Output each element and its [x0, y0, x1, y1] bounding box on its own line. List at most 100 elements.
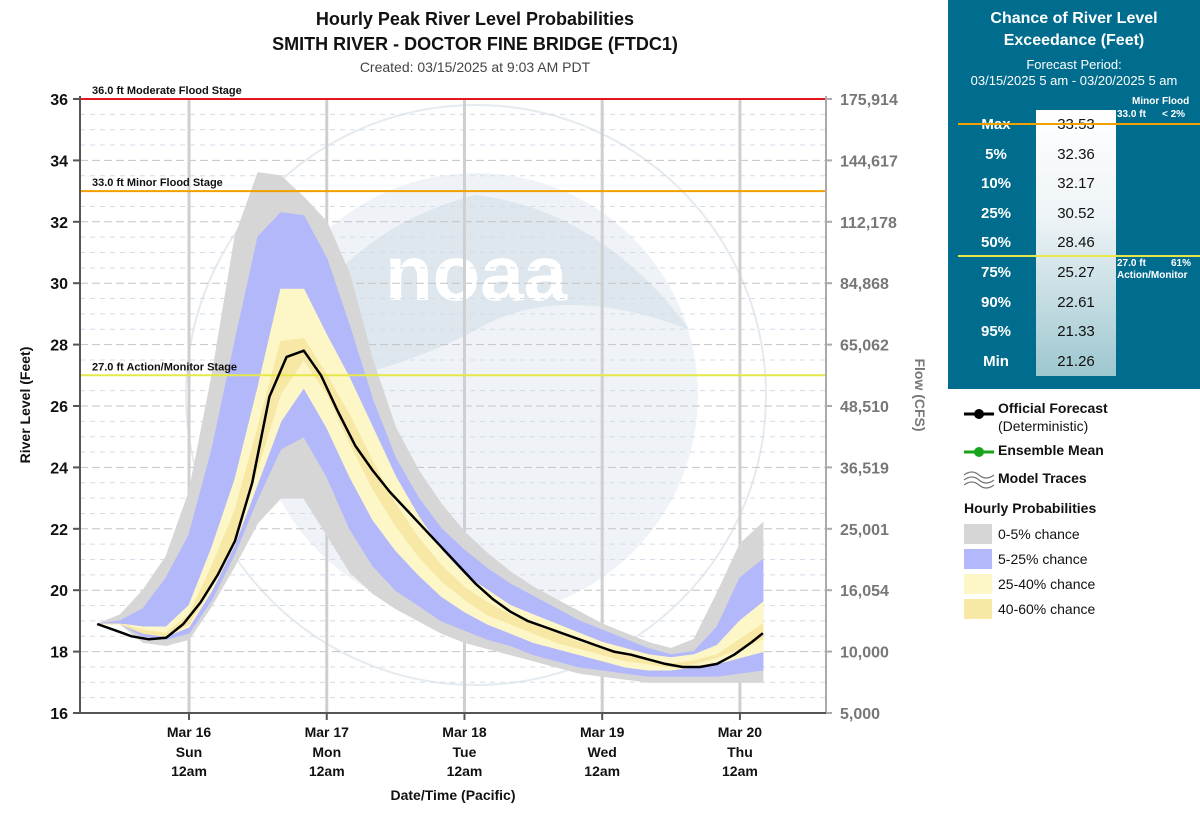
chart-subtitle: SMITH RIVER - DOCTOR FINE BRIDGE (FTDC1) [272, 34, 678, 54]
legend-hourly-probabilities: Hourly Probabilities [964, 500, 1097, 516]
y-axis-label: River Level (Feet) [17, 347, 33, 464]
stage-label-0: 36.0 ft Moderate Flood Stage [92, 85, 242, 97]
y-tick-label: 20 [50, 583, 68, 600]
exceedance-label: Min [983, 352, 1009, 370]
forecast-period-range: 03/15/2025 5 am - 03/20/2025 5 am [970, 73, 1178, 88]
exceedance-label: 95% [980, 323, 1012, 341]
forecast-series [96, 349, 764, 669]
action-chance: 61% [1171, 258, 1192, 269]
y-tick-label: 30 [50, 276, 68, 293]
x-tick-time: 12am [584, 763, 620, 779]
exceedance-value: 21.33 [1057, 323, 1095, 341]
x-tick-time: 12am [309, 763, 345, 779]
x-tick-time: 12am [171, 763, 207, 779]
stage-label-1: 33.0 ft Minor Flood Stage [92, 177, 223, 189]
y2-tick-label: 144,617 [840, 153, 898, 170]
legend-40-60-chance: 40-60% chance [998, 601, 1096, 617]
y2-tick-label: 112,178 [840, 215, 897, 232]
swatch-40-60 [964, 599, 992, 619]
y2-tick-label: 36,519 [840, 460, 889, 477]
flood-stages: 36.0 ft Moderate Flood Stage 33.0 ft Mino… [80, 85, 826, 377]
exceedance-value-column [1036, 110, 1116, 376]
legend-model-traces: Model Traces [998, 470, 1087, 486]
x-tick-day: Wed [588, 744, 617, 760]
y-tick-label: 32 [50, 215, 68, 232]
x-tick-date: Mar 17 [305, 724, 350, 740]
y2-tick-label: 16,054 [840, 583, 889, 600]
exceedance-value: 32.36 [1057, 145, 1095, 163]
y2-tick-label: 65,062 [840, 338, 889, 355]
y2-tick-label: 5,000 [840, 706, 880, 723]
y2-axis-label: Flow (CFS) [912, 358, 928, 431]
x-tick-day: Thu [727, 744, 753, 760]
swatch-25-40 [964, 574, 992, 594]
swatch-0-5 [964, 524, 992, 544]
minor-flood-chance: < 2% [1162, 109, 1186, 120]
x-tick-time: 12am [447, 763, 483, 779]
x-tick-date: Mar 16 [167, 724, 212, 740]
y-tick-label: 26 [50, 399, 68, 416]
y2-tick-label: 175,914 [840, 92, 898, 109]
legend-official-sub: (Deterministic) [998, 418, 1089, 434]
exceedance-label: 25% [980, 204, 1012, 222]
exceedance-value: 22.61 [1057, 293, 1095, 311]
y-tick-label: 36 [50, 92, 68, 109]
minor-flood-label: Minor Flood [1132, 96, 1190, 107]
legend-ensemble-mean: Ensemble Mean [998, 442, 1104, 458]
exceedance-value: 21.26 [1057, 352, 1095, 370]
x-tick-date: Mar 19 [580, 724, 625, 740]
panel-title-line2: Exceedance (Feet) [1003, 32, 1145, 49]
y-tick-label: 22 [50, 522, 68, 539]
ensemble-mean-icon [964, 447, 994, 457]
action-value: 27.0 ft [1117, 258, 1146, 269]
minor-flood-line [958, 123, 1200, 125]
stage-label-2: 27.0 ft Action/Monitor Stage [92, 361, 237, 373]
action-line [958, 255, 1200, 257]
legend-5-25-chance: 5-25% chance [998, 551, 1088, 567]
chart-created: Created: 03/15/2025 at 9:03 AM PDT [360, 59, 591, 75]
exceedance-label: 90% [980, 293, 1012, 311]
x-tick-day: Mon [312, 744, 341, 760]
action-label: Action/Monitor [1117, 270, 1188, 281]
legend-0-5-chance: 0-5% chance [998, 526, 1080, 542]
legend-official-forecast: Official Forecast [998, 400, 1108, 416]
y-tick-label: 18 [50, 645, 68, 662]
x-tick-day: Tue [453, 744, 477, 760]
y2-tick-label: 10,000 [840, 645, 889, 662]
exceedance-label: 10% [980, 175, 1012, 193]
exceedance-label: 50% [980, 234, 1012, 252]
exceedance-value: 30.52 [1057, 204, 1095, 222]
exceedance-value: 32.17 [1057, 175, 1095, 193]
y-tick-label: 28 [50, 338, 68, 355]
panel-title-line1: Chance of River Level [990, 10, 1158, 27]
legend-25-40-chance: 25-40% chance [998, 576, 1096, 592]
grid-lines [80, 98, 826, 713]
x-tick-day: Sun [176, 744, 202, 760]
svg-text:noaa: noaa [385, 229, 568, 317]
exceedance-panel: Chance of River Level Exceedance (Feet) … [948, 0, 1200, 389]
exceedance-label: 75% [980, 264, 1012, 281]
exceedance-value: 25.27 [1057, 264, 1095, 281]
chart-title: Hourly Peak River Level Probabilities [316, 9, 634, 29]
swatch-5-25 [964, 549, 992, 569]
y2-tick-label: 84,868 [840, 276, 889, 293]
x-tick-time: 12am [722, 763, 758, 779]
river-level-chart: Hourly Peak River Level Probabilities SM… [17, 9, 928, 803]
y-tick-label: 24 [50, 460, 68, 477]
forecast-period-label: Forecast Period: [1026, 57, 1122, 72]
axis-ticks: 16 18 20 22 24 26 28 30 32 34 36 5,000 10,000 16,054 2… [50, 92, 898, 779]
model-traces-icon [963, 471, 995, 489]
minor-flood-value: 33.0 ft [1117, 109, 1146, 120]
x-axis-label: Date/Time (Pacific) [390, 787, 515, 803]
exceedance-label: 5% [985, 145, 1007, 163]
y-tick-label: 34 [50, 153, 68, 170]
y2-tick-label: 48,510 [840, 399, 889, 416]
chart-legend: Official Forecast (Deterministic) Ensemb… [948, 395, 1200, 625]
x-tick-date: Mar 20 [718, 724, 763, 740]
exceedance-value: 28.46 [1057, 234, 1095, 252]
y2-tick-label: 25,001 [840, 522, 889, 539]
official-forecast-line [96, 349, 764, 669]
official-forecast-icon [964, 409, 994, 419]
x-tick-date: Mar 18 [442, 724, 487, 740]
y-tick-label: 16 [50, 706, 68, 723]
